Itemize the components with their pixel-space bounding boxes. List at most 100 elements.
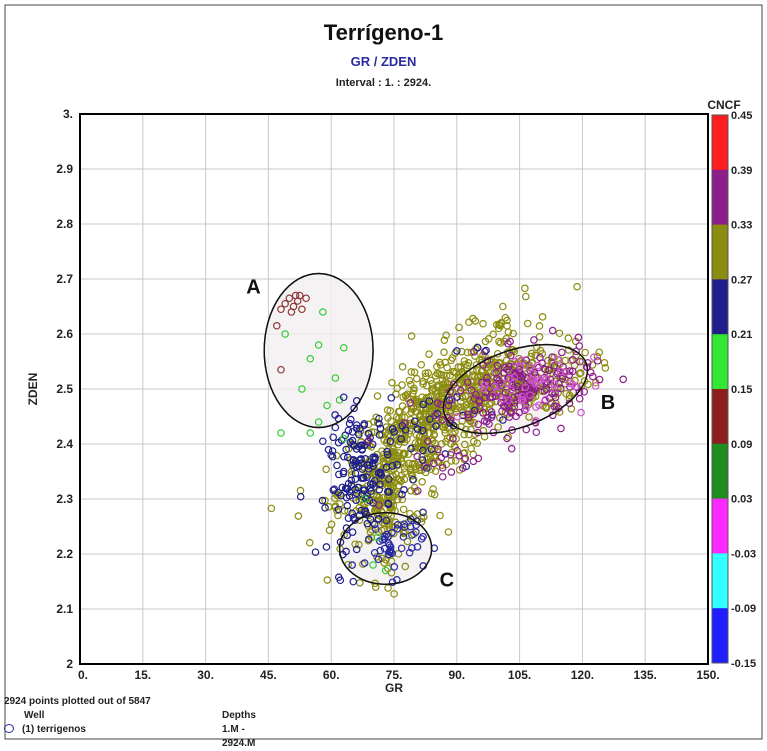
data-point [575,369,584,378]
x-tick-label: 150. [696,668,719,682]
data-point [499,302,507,311]
data-point [398,490,406,499]
data-point [449,380,458,389]
data-point [480,381,489,390]
data-point [480,432,489,441]
data-point [488,393,497,401]
data-point [413,425,422,433]
data-point [469,410,478,418]
chart-title: Terrígeno-1 [323,20,444,45]
data-point [373,418,382,427]
data-point [561,356,570,365]
data-point [357,474,366,482]
data-point [427,489,436,498]
data-point [504,339,512,348]
data-point [467,386,476,394]
data-point [595,348,604,357]
data-point [501,313,510,322]
data-point [373,392,382,400]
data-point [554,379,563,388]
color-scale-tick: 0.03 [731,494,752,506]
data-point [470,419,478,427]
data-point [334,438,343,447]
data-point [349,513,358,522]
data-point [601,364,610,372]
data-point [419,446,427,455]
data-point [451,457,460,465]
data-point [471,352,479,360]
data-point [470,406,479,415]
scale-band [712,115,728,171]
data-point [455,323,463,332]
data-point [384,491,393,500]
data-point [473,378,482,386]
data-point [522,405,530,413]
data-point [418,415,426,424]
data-point [430,451,439,460]
data-point [384,500,393,509]
data-point [498,407,506,415]
data-point [521,284,529,293]
data-point [413,543,422,551]
data-point [391,453,400,461]
data-point [267,504,276,513]
data-point [568,367,577,376]
data-point [383,406,392,414]
data-point [376,480,384,489]
data-point [437,453,446,462]
annotation-label-b: B [601,392,615,414]
data-point [436,361,445,369]
window-border [4,4,763,740]
color-scale-label: CNCF [707,98,740,112]
data-point [535,322,544,330]
scale-frame [711,114,729,664]
color-scale-tick: -0.03 [731,548,756,560]
data-point [448,354,457,362]
data-point [332,451,341,460]
scale-band [712,334,728,390]
data-point [342,524,351,532]
data-point [339,393,348,402]
data-point [411,439,420,447]
y-tick-label: 2.9 [56,162,73,176]
y-tick-label: 2.3 [56,492,73,506]
data-point [430,459,438,468]
data-point [435,370,443,378]
data-point [419,400,427,409]
data-point [277,429,285,437]
data-point [325,526,334,535]
data-point [561,368,570,377]
data-point [342,445,350,454]
data-point [461,391,470,400]
data-point [419,508,427,517]
data-point [443,363,451,372]
data-point [564,346,573,354]
data-point [401,392,410,400]
data-point [327,451,336,459]
data-point [548,326,557,335]
data-point [390,590,398,598]
x-tick-label: 60. [323,668,340,682]
data-point [416,411,424,420]
data-point [400,486,408,494]
data-point [463,410,472,419]
data-point [365,441,374,450]
data-point [294,512,303,520]
data-point [302,294,310,303]
data-point [465,318,473,327]
data-point [369,480,377,488]
data-point [406,509,414,518]
data-point [370,548,379,557]
data-point [360,419,369,428]
data-point [495,376,503,385]
scale-band [712,498,728,554]
data-point [483,373,491,382]
data-point [405,426,414,435]
data-point [508,426,516,434]
data-point [351,457,360,466]
data-point [408,544,416,552]
data-point [397,477,405,486]
data-point [498,395,507,403]
data-point [342,484,351,493]
scale-band [712,169,728,226]
